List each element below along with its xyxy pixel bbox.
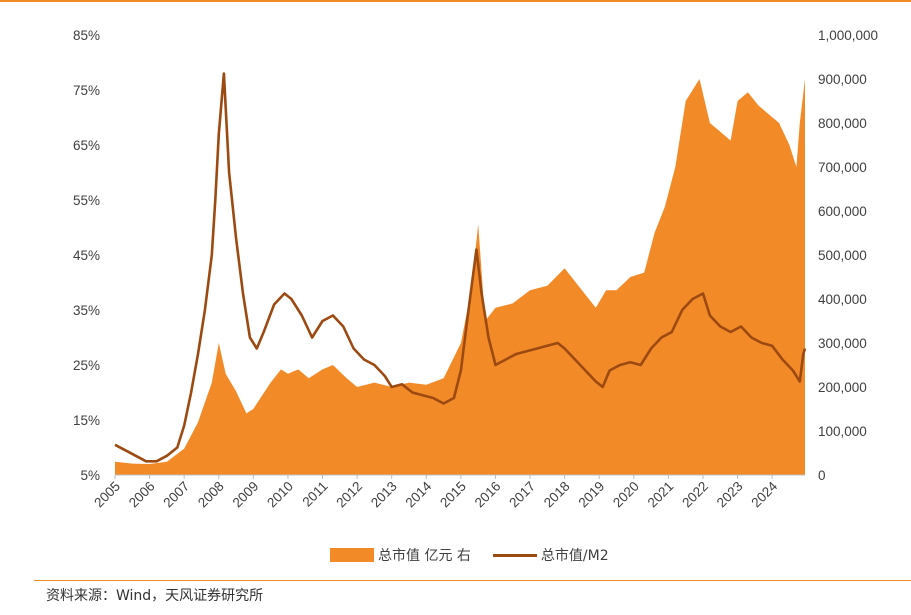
right-tick-label: 600,000 (818, 204, 867, 219)
x-tick-label: 2021 (645, 479, 677, 511)
legend-item-market-cap: 总市值 亿元 右 (330, 545, 471, 565)
series-area-market-cap (115, 79, 805, 475)
market-cap-chart: 5% 15% 25% 35% 45% 55% 65% 75% 85% 0 100,000 200,0… (73, 28, 878, 511)
x-tick-label: 2007 (160, 479, 192, 511)
x-tick-label: 2018 (541, 479, 573, 511)
x-tick-label: 2024 (748, 478, 780, 510)
legend-item-ratio: 总市值/M2 (492, 545, 609, 565)
plot-area (114, 72, 807, 475)
x-tick-label: 2012 (333, 479, 365, 511)
x-tick-label: 2016 (472, 479, 504, 511)
left-tick-label: 45% (73, 248, 100, 263)
right-tick-label: 500,000 (818, 248, 867, 263)
legend-swatch-area (330, 548, 374, 562)
legend-label-market-cap: 总市值 亿元 右 (378, 548, 471, 564)
bottom-accent-rule (34, 580, 911, 581)
x-tick-label: 2009 (230, 479, 262, 511)
x-tick-label: 2022 (679, 479, 711, 511)
right-tick-label: 800,000 (818, 116, 867, 131)
x-tick-label: 2017 (506, 479, 538, 511)
right-axis: 0 100,000 200,000 300,000 400,000 500,000 600,… (818, 28, 878, 483)
left-tick-label: 85% (73, 28, 100, 43)
x-axis: 2005 2006 2007 2008 2009 2010 2011 2012 2013 2014… (91, 474, 805, 511)
right-tick-label: 900,000 (818, 72, 867, 87)
series-line-ratio (114, 72, 807, 463)
left-tick-label: 75% (73, 83, 100, 98)
legend-label-ratio: 总市值/M2 (540, 548, 609, 564)
x-tick-label: 2010 (264, 479, 296, 511)
x-tick-label: 2020 (610, 479, 642, 511)
legend-swatch-line (492, 553, 537, 557)
right-tick-label: 400,000 (818, 292, 867, 307)
x-tick-label: 2013 (368, 479, 400, 511)
left-tick-label: 35% (73, 303, 100, 318)
right-tick-label: 300,000 (818, 336, 867, 351)
x-tick-label: 2019 (575, 479, 607, 511)
left-tick-label: 15% (73, 413, 100, 428)
source-note: 资料来源：Wind，天风证券研究所 (46, 588, 264, 604)
top-accent-rule (0, 0, 911, 2)
x-tick-label: 2005 (91, 479, 123, 511)
x-tick-label: 2023 (714, 479, 746, 511)
x-tick-label: 2011 (300, 479, 331, 510)
left-tick-label: 5% (80, 468, 100, 483)
x-tick-label: 2006 (126, 479, 158, 511)
right-tick-label: 0 (818, 468, 826, 483)
right-tick-label: 200,000 (818, 380, 867, 395)
x-tick-label: 2015 (437, 479, 469, 511)
right-tick-label: 700,000 (818, 160, 867, 175)
left-tick-label: 65% (73, 138, 100, 153)
chart-legend: 总市值 亿元 右 总市值/M2 (330, 545, 609, 565)
right-tick-label: 100,000 (818, 424, 867, 439)
x-tick-label: 2014 (403, 478, 435, 510)
right-tick-label: 1,000,000 (818, 28, 878, 43)
left-tick-label: 25% (73, 358, 100, 373)
x-tick-label: 2008 (195, 479, 227, 511)
left-tick-label: 55% (73, 193, 100, 208)
left-axis: 5% 15% 25% 35% 45% 55% 65% 75% 85% (73, 28, 100, 483)
